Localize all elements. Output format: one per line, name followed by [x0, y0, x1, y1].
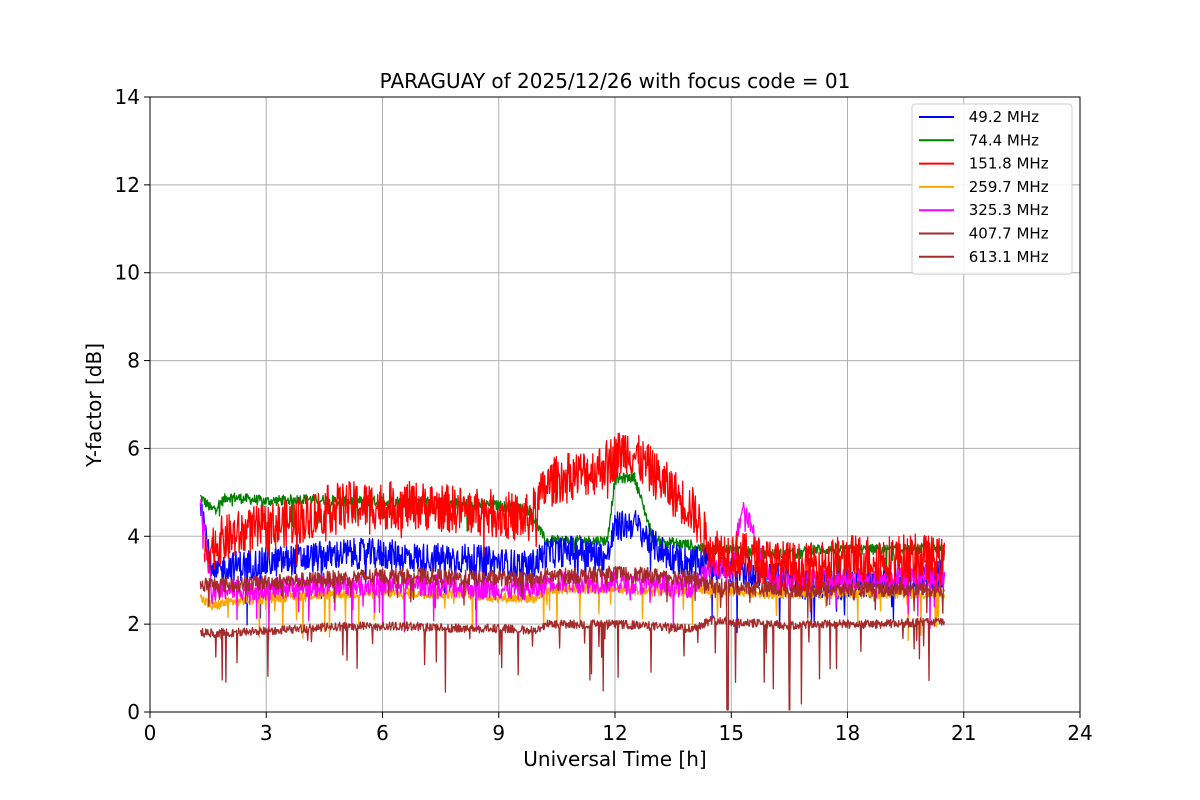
chart-title: PARAGUAY of 2025/12/26 with focus code =… — [380, 69, 851, 93]
series-line-6 — [199, 615, 946, 711]
x-tick-label: 6 — [376, 721, 389, 745]
x-tick-label: 18 — [835, 721, 860, 745]
x-tick-label: 0 — [144, 721, 157, 745]
legend-box — [911, 103, 1073, 275]
series-line-0 — [199, 503, 946, 634]
x-tick-label: 3 — [260, 721, 273, 745]
x-tick-label: 24 — [1067, 721, 1092, 745]
y-tick-label: 2 — [127, 612, 140, 636]
legend-label: 49.2 MHz — [964, 108, 1039, 126]
legend-label: 74.4 MHz — [964, 131, 1039, 149]
y-tick-label: 4 — [127, 524, 140, 548]
y-tick-label: 0 — [127, 700, 140, 724]
legend-label: 407.7 MHz — [964, 225, 1049, 243]
legend: 49.2 MHz 74.4 MHz 151.8 MHz 259.7 MHz 32… — [911, 103, 1073, 275]
series-line-2 — [203, 432, 946, 592]
y-tick-label: 10 — [115, 261, 140, 285]
x-tick-label: 21 — [951, 721, 976, 745]
y-axis-label: Y-factor [dB] — [82, 343, 106, 468]
legend-label: 613.1 MHz — [964, 248, 1049, 266]
legend-label: 259.7 MHz — [964, 178, 1049, 196]
x-tick-label: 9 — [492, 721, 505, 745]
y-tick-label: 12 — [115, 173, 140, 197]
x-axis-label: Universal Time [h] — [523, 747, 706, 771]
series-line-5 — [199, 565, 945, 711]
legend-label: 151.8 MHz — [964, 155, 1049, 173]
y-tick-label: 6 — [127, 436, 140, 460]
y-tick-label: 8 — [127, 349, 140, 373]
series-group — [199, 432, 946, 711]
x-tick-label: 12 — [602, 721, 627, 745]
x-tick-label: 15 — [719, 721, 744, 745]
legend-label: 325.3 MHz — [964, 201, 1049, 219]
y-tick-label: 14 — [115, 85, 140, 109]
series-line-3 — [199, 583, 946, 642]
